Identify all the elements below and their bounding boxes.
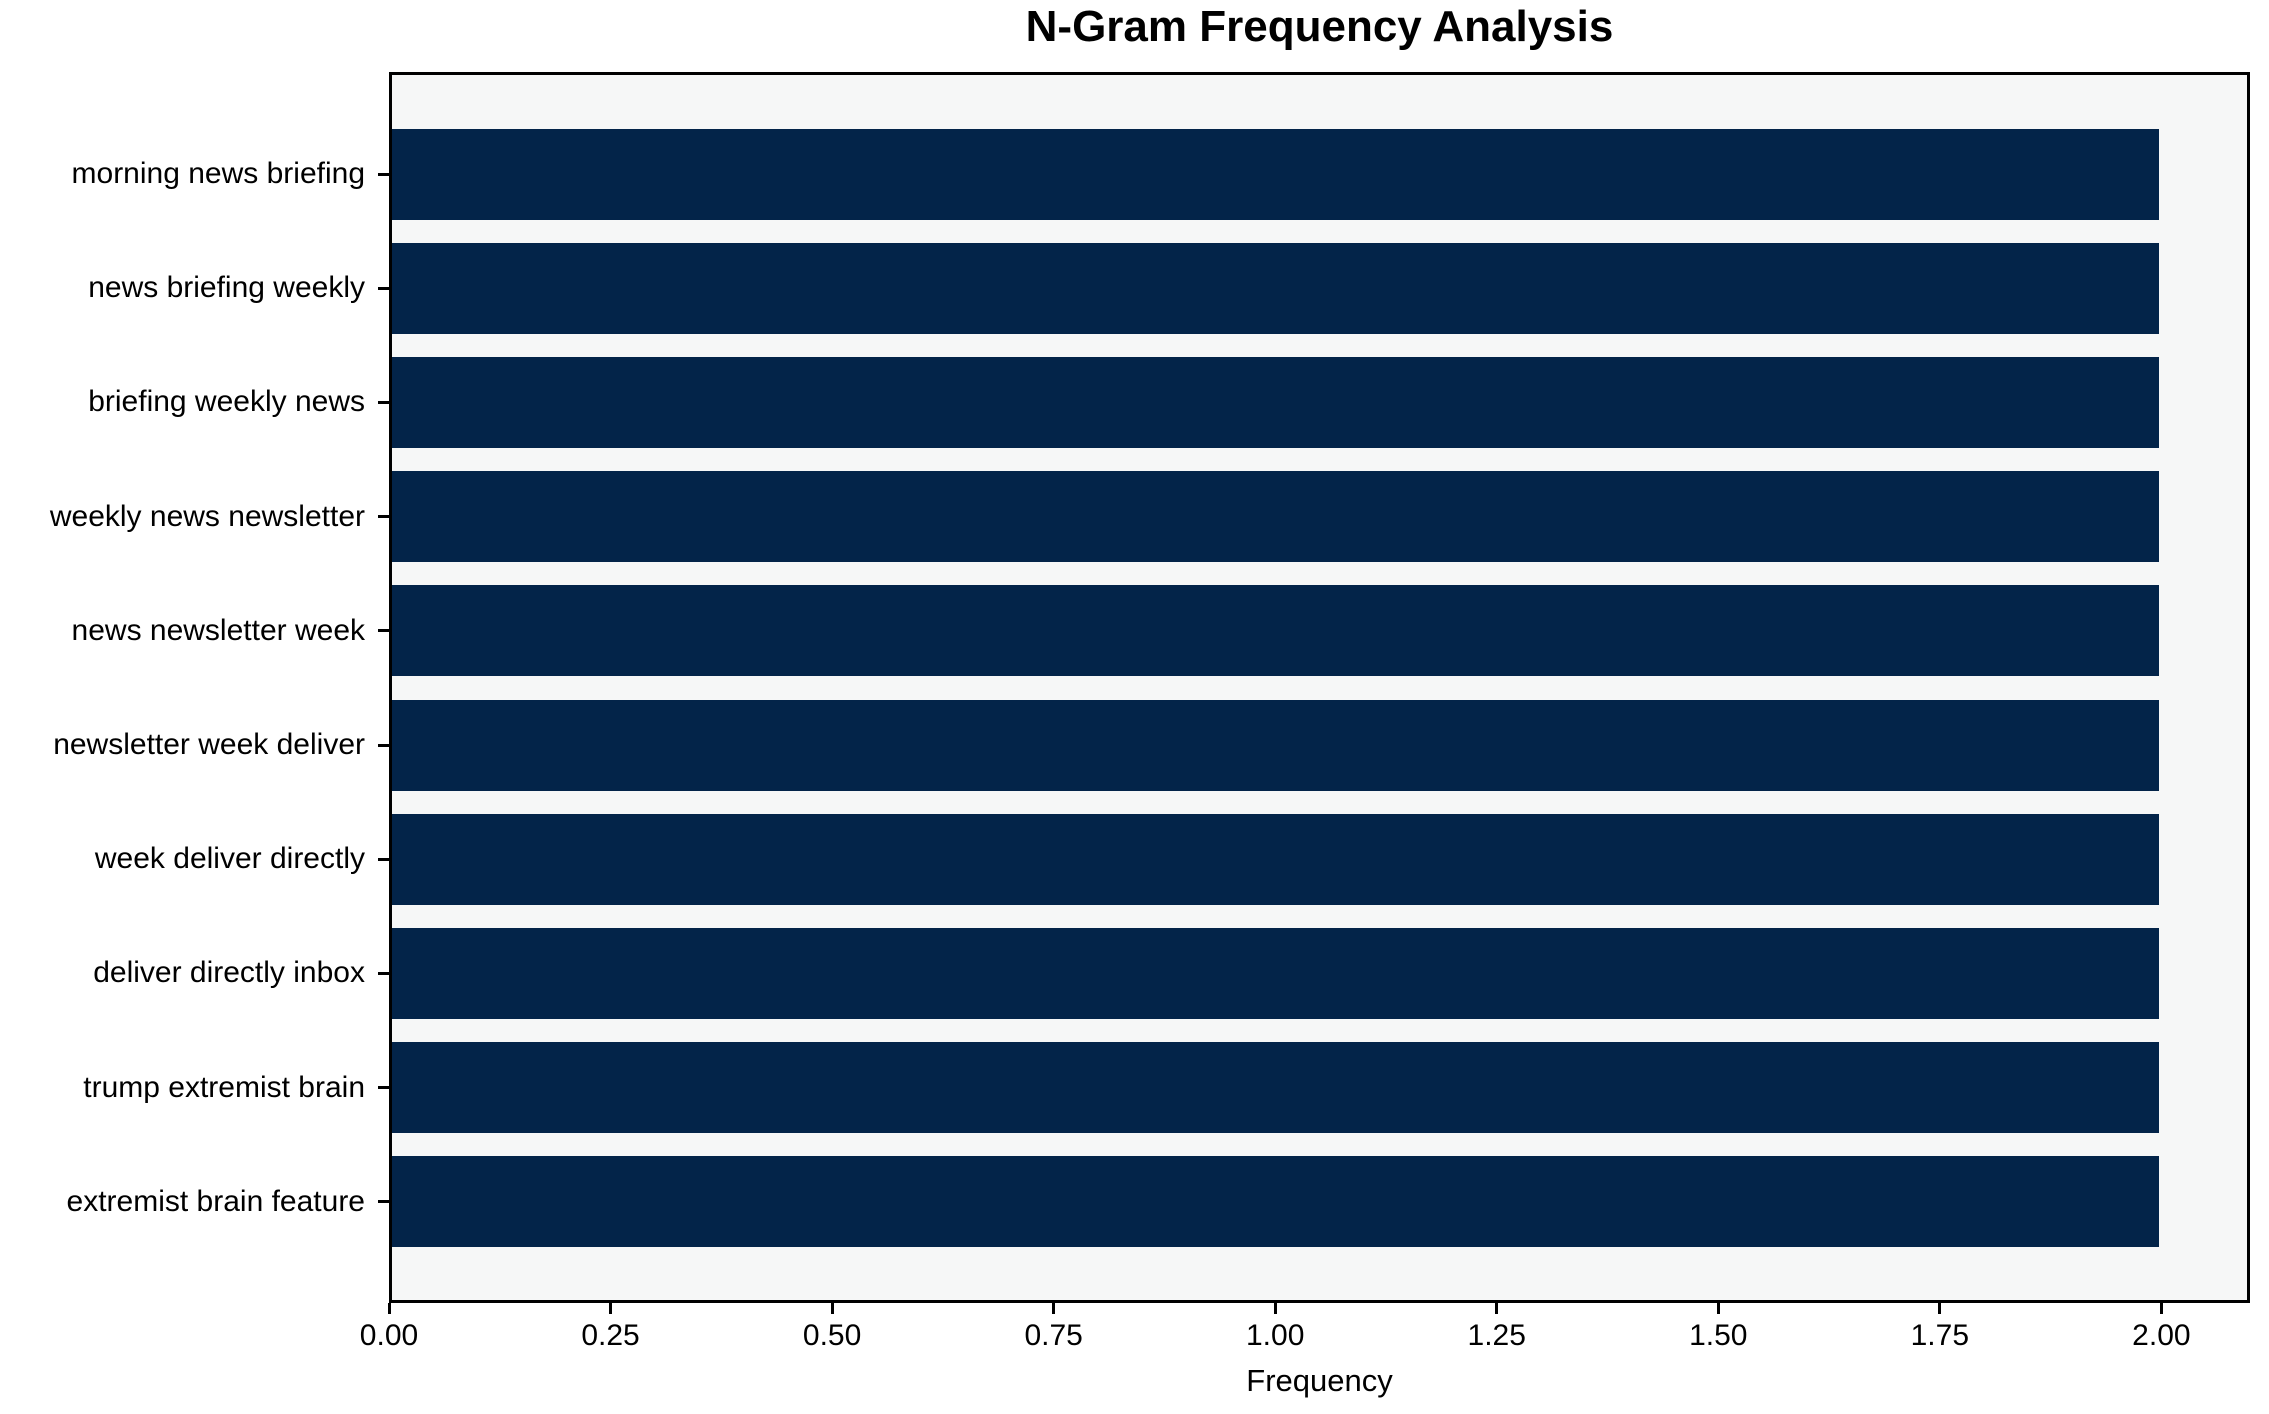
x-tick-mark	[1938, 1303, 1942, 1314]
x-tick-mark	[1273, 1303, 1277, 1314]
x-tick-label: 1.75	[1910, 1319, 1970, 1352]
bar	[392, 356, 2159, 448]
y-tick-label: news newsletter week	[71, 613, 365, 647]
bar	[392, 813, 2159, 905]
y-tick-mark	[378, 400, 389, 404]
bar	[392, 471, 2159, 563]
x-tick-label: 1.50	[1689, 1319, 1748, 1352]
y-tick-mark	[378, 743, 389, 747]
y-tick-label: briefing weekly news	[88, 385, 365, 419]
bar	[392, 585, 2159, 677]
y-tick-label: newsletter week deliver	[53, 728, 365, 761]
y-tick-mark	[378, 172, 389, 176]
x-tick-mark	[1716, 1303, 1720, 1314]
x-tick-mark	[830, 1303, 834, 1314]
chart-title: N-Gram Frequency Analysis	[1025, 2, 1614, 51]
y-tick-mark	[378, 515, 389, 519]
y-tick-mark	[378, 857, 389, 861]
y-tick-mark	[378, 1086, 389, 1090]
x-tick-mark	[2159, 1303, 2163, 1314]
x-tick-label: 1.25	[1467, 1319, 1526, 1352]
bar	[392, 242, 2159, 334]
y-tick-label: trump extremist brain	[83, 1070, 365, 1104]
bar	[392, 1042, 2159, 1134]
y-tick-mark	[378, 971, 389, 975]
x-axis-title: Frequency	[1246, 1363, 1393, 1398]
bar	[392, 128, 2159, 220]
plot-area	[389, 72, 2250, 1303]
y-tick-mark	[378, 286, 389, 290]
y-tick-label: extremist brain feature	[66, 1184, 365, 1218]
y-tick-mark	[378, 1200, 389, 1204]
x-tick-label: 0.25	[581, 1319, 640, 1352]
bar	[392, 927, 2159, 1019]
x-tick-label: 0.50	[802, 1319, 862, 1352]
bar	[392, 1156, 2159, 1248]
x-tick-label: 0.75	[1024, 1319, 1083, 1352]
x-tick-mark	[387, 1303, 391, 1314]
bar	[392, 699, 2159, 791]
y-tick-mark	[378, 629, 389, 633]
x-tick-mark	[609, 1303, 613, 1314]
x-tick-label: 1.00	[1245, 1319, 1305, 1352]
y-tick-label: weekly news newsletter	[49, 499, 365, 533]
x-axis: Frequency 0.00 0.25 0.50 0.75 1.00 1.25 1.50 1.…	[360, 1303, 2250, 1414]
y-tick-label: news briefing weekly	[88, 271, 365, 305]
y-tick-label: deliver directly inbox	[93, 956, 365, 990]
x-tick-mark	[1052, 1303, 1056, 1314]
x-tick-label: 2.00	[2132, 1319, 2191, 1352]
y-tick-label: week deliver directly	[94, 842, 365, 876]
y-tick-label: morning news briefing	[71, 157, 365, 190]
x-tick-label: 0.00	[359, 1319, 419, 1352]
x-tick-mark	[1495, 1303, 1499, 1314]
y-axis: morning news briefing news briefing weekl…	[0, 72, 389, 1303]
